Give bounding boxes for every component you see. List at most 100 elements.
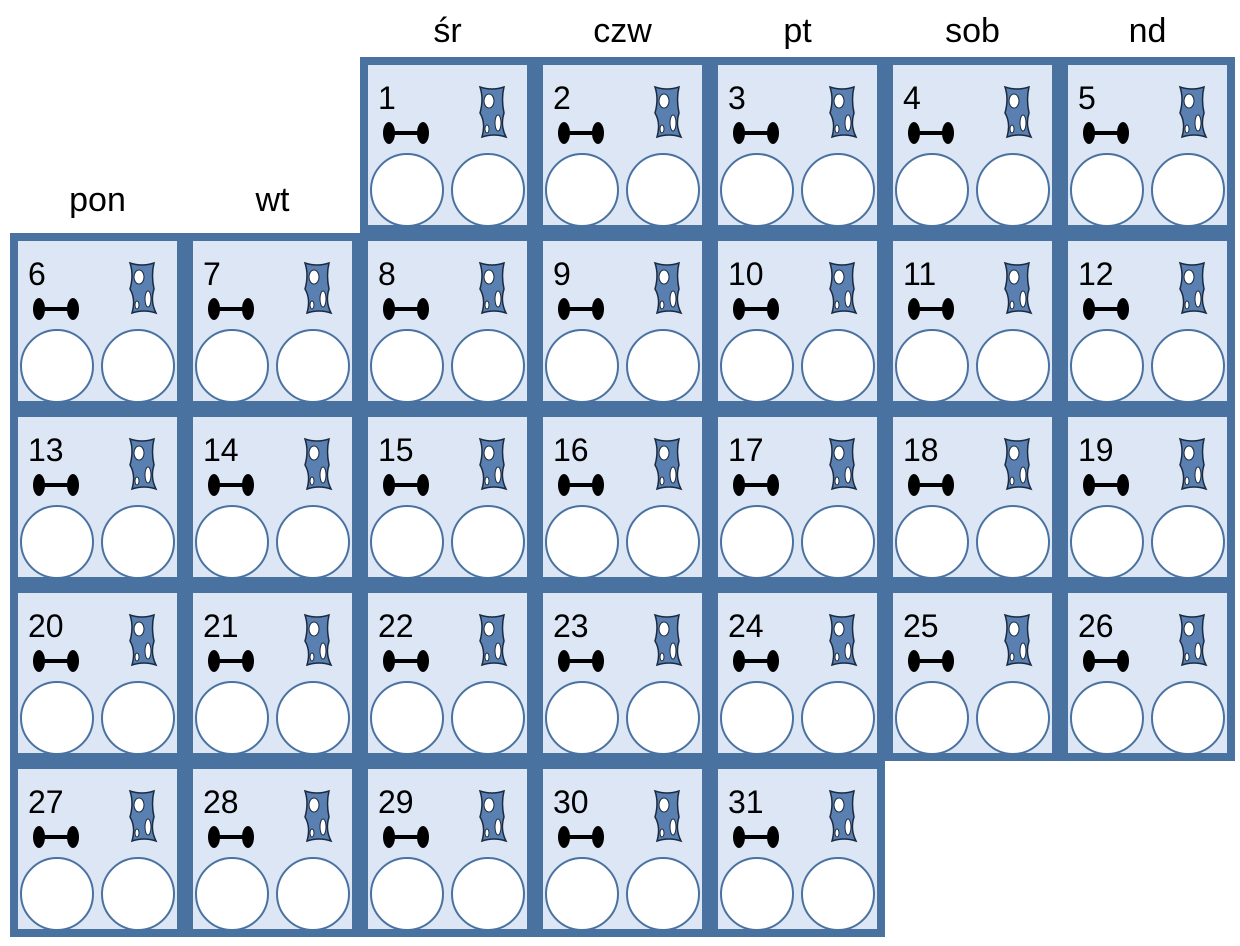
bone-icon bbox=[828, 613, 858, 667]
day-number: 12 bbox=[1078, 256, 1114, 292]
check-circle bbox=[801, 857, 875, 931]
day-number: 25 bbox=[903, 608, 939, 644]
bone-spot bbox=[144, 466, 152, 484]
day-number: 29 bbox=[378, 784, 414, 820]
bone-spot bbox=[134, 828, 140, 838]
day-cell: 14 bbox=[185, 409, 360, 585]
check-circle bbox=[20, 329, 94, 403]
day-number: 19 bbox=[1078, 432, 1114, 468]
bone-spot bbox=[1009, 652, 1015, 662]
day-number: 14 bbox=[203, 432, 239, 468]
check-circle bbox=[101, 857, 175, 931]
bone-icon bbox=[653, 261, 683, 315]
bone-spot bbox=[669, 818, 677, 836]
dumbbell-weight bbox=[242, 298, 254, 320]
bone-spot bbox=[833, 269, 845, 285]
check-circle bbox=[720, 505, 794, 579]
bone-spot bbox=[483, 621, 495, 637]
bone-spot bbox=[144, 290, 152, 308]
bone-spot bbox=[1184, 476, 1190, 486]
dumbbell-weight bbox=[417, 650, 429, 672]
day-number: 27 bbox=[28, 784, 64, 820]
bone-spot bbox=[844, 466, 852, 484]
check-circle bbox=[720, 329, 794, 403]
bone-spot bbox=[144, 818, 152, 836]
day-cell: 30 bbox=[535, 761, 710, 937]
bone-spot bbox=[144, 642, 152, 660]
bone-spot bbox=[494, 642, 502, 660]
dumbbell-weight bbox=[417, 826, 429, 848]
check-circle bbox=[370, 153, 444, 227]
day-number: 1 bbox=[378, 80, 396, 116]
bone-spot bbox=[494, 290, 502, 308]
day-cell: 3 bbox=[710, 57, 885, 233]
dumbbell-weight bbox=[558, 826, 570, 848]
check-circle bbox=[451, 505, 525, 579]
day-number: 7 bbox=[203, 256, 221, 292]
day-cell: 2 bbox=[535, 57, 710, 233]
day-number: 17 bbox=[728, 432, 764, 468]
bone-icon bbox=[478, 261, 508, 315]
dumbbell-weight bbox=[1117, 122, 1129, 144]
check-circle bbox=[545, 505, 619, 579]
check-circle bbox=[626, 681, 700, 755]
dumbbell-weight bbox=[417, 474, 429, 496]
weekday-label: czw bbox=[593, 12, 652, 50]
bone-spot bbox=[1009, 300, 1015, 310]
dumbbell-weight bbox=[67, 826, 79, 848]
check-circle bbox=[976, 153, 1050, 227]
check-circle bbox=[895, 153, 969, 227]
bone-spot bbox=[1184, 652, 1190, 662]
check-circle bbox=[1151, 153, 1225, 227]
bone-spot bbox=[309, 476, 315, 486]
bone-spot bbox=[844, 818, 852, 836]
day-cell: 7 bbox=[185, 233, 360, 409]
bone-spot bbox=[483, 269, 495, 285]
bone-spot bbox=[133, 621, 145, 637]
check-circle bbox=[976, 681, 1050, 755]
bone-spot bbox=[659, 124, 665, 134]
bone-spot bbox=[834, 652, 840, 662]
bone-icon bbox=[303, 261, 333, 315]
bone-spot bbox=[659, 476, 665, 486]
bone-spot bbox=[1183, 269, 1195, 285]
dumbbell-weight bbox=[767, 474, 779, 496]
day-number: 31 bbox=[728, 784, 764, 820]
bone-spot bbox=[834, 828, 840, 838]
dumbbell-weight bbox=[1083, 298, 1095, 320]
bone-spot bbox=[844, 114, 852, 132]
check-circle bbox=[976, 505, 1050, 579]
bone-spot bbox=[844, 642, 852, 660]
day-number: 30 bbox=[553, 784, 589, 820]
day-number: 4 bbox=[903, 80, 921, 116]
bone-icon bbox=[828, 85, 858, 139]
day-cell: 4 bbox=[885, 57, 1060, 233]
day-cell: 6 bbox=[10, 233, 185, 409]
day-cell: 18 bbox=[885, 409, 1060, 585]
dumbbell-weight bbox=[383, 298, 395, 320]
bone-spot bbox=[494, 466, 502, 484]
day-number: 20 bbox=[28, 608, 64, 644]
dumbbell-weight bbox=[558, 650, 570, 672]
dumbbell-weight bbox=[67, 298, 79, 320]
bone-spot bbox=[669, 114, 677, 132]
day-cell: 23 bbox=[535, 585, 710, 761]
dumbbell-weight bbox=[767, 826, 779, 848]
day-cell: 24 bbox=[710, 585, 885, 761]
dumbbell-weight bbox=[908, 474, 920, 496]
bone-spot bbox=[1184, 124, 1190, 134]
dumbbell-weight bbox=[733, 826, 745, 848]
bone-icon bbox=[653, 437, 683, 491]
bone-icon bbox=[128, 261, 158, 315]
bone-spot bbox=[1194, 642, 1202, 660]
bone-spot bbox=[1194, 466, 1202, 484]
bone-spot bbox=[319, 466, 327, 484]
check-circle bbox=[1151, 681, 1225, 755]
bone-spot bbox=[1019, 466, 1027, 484]
weekday-label: nd bbox=[1129, 12, 1167, 50]
check-circle bbox=[101, 681, 175, 755]
day-number: 2 bbox=[553, 80, 571, 116]
check-circle bbox=[451, 153, 525, 227]
bone-spot bbox=[309, 652, 315, 662]
bone-spot bbox=[308, 797, 320, 813]
